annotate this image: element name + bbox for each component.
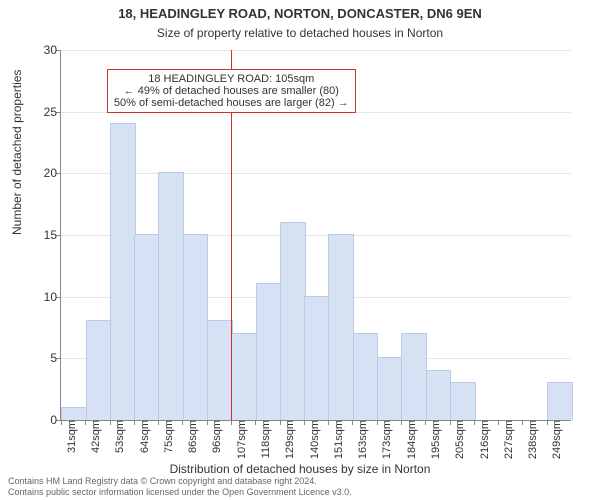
xtick-mark <box>352 420 353 425</box>
xtick-label: 64sqm <box>137 420 151 453</box>
xtick-label: 151sqm <box>331 420 345 459</box>
histogram-plot: 05101520253031sqm42sqm53sqm64sqm75sqm86s… <box>60 50 571 421</box>
xtick-label: 173sqm <box>379 420 393 459</box>
xtick-mark <box>522 420 523 425</box>
xtick-mark <box>85 420 86 425</box>
xtick-label: 238sqm <box>525 420 539 459</box>
histogram-bar <box>450 382 476 420</box>
histogram-bar <box>280 222 306 420</box>
histogram-bar <box>134 234 160 420</box>
ytick-label: 5 <box>50 351 61 365</box>
xtick-label: 205sqm <box>452 420 466 459</box>
xtick-label: 118sqm <box>258 420 272 458</box>
xtick-label: 129sqm <box>282 420 296 459</box>
histogram-bar <box>401 333 427 420</box>
xtick-label: 86sqm <box>185 420 199 453</box>
xtick-label: 227sqm <box>501 420 515 459</box>
histogram-bar <box>110 123 136 420</box>
xtick-mark <box>547 420 548 425</box>
ytick-label: 15 <box>44 228 61 242</box>
xtick-label: 249sqm <box>549 420 563 459</box>
xtick-mark <box>255 420 256 425</box>
histogram-bar <box>158 172 184 420</box>
histogram-bar <box>256 283 282 420</box>
xtick-label: 31sqm <box>64 420 78 453</box>
histogram-bar <box>304 296 330 420</box>
footer-line: Contains HM Land Registry data © Crown c… <box>8 476 352 487</box>
ytick-label: 30 <box>44 43 61 57</box>
footer-line: Contains public sector information licen… <box>8 487 352 498</box>
histogram-bar <box>183 234 209 420</box>
xtick-mark <box>158 420 159 425</box>
xtick-mark <box>231 420 232 425</box>
histogram-bar <box>231 333 257 420</box>
xtick-mark <box>474 420 475 425</box>
xtick-label: 195sqm <box>428 420 442 459</box>
page-title: 18, HEADINGLEY ROAD, NORTON, DONCASTER, … <box>0 6 600 21</box>
xtick-label: 107sqm <box>234 420 248 459</box>
ytick-label: 0 <box>50 413 61 427</box>
histogram-bar <box>328 234 354 420</box>
gridline-h <box>61 173 571 174</box>
xtick-mark <box>280 420 281 425</box>
histogram-bar <box>377 357 403 420</box>
xtick-label: 53sqm <box>112 420 126 453</box>
xtick-mark <box>304 420 305 425</box>
histogram-bar <box>547 382 573 420</box>
xtick-mark <box>450 420 451 425</box>
histogram-bar <box>86 320 112 420</box>
y-axis-label: Number of detached properties <box>10 70 24 235</box>
xtick-mark <box>425 420 426 425</box>
xtick-mark <box>110 420 111 425</box>
x-axis-label: Distribution of detached houses by size … <box>0 462 600 476</box>
histogram-bar <box>353 333 379 420</box>
xtick-label: 140sqm <box>307 420 321 459</box>
xtick-label: 96sqm <box>209 420 223 453</box>
footer-attribution: Contains HM Land Registry data © Crown c… <box>8 476 352 498</box>
xtick-mark <box>498 420 499 425</box>
annotation-box: 18 HEADINGLEY ROAD: 105sqm← 49% of detac… <box>107 69 356 113</box>
histogram-bar <box>207 320 233 420</box>
xtick-mark <box>328 420 329 425</box>
xtick-label: 184sqm <box>404 420 418 459</box>
histogram-bar <box>426 370 452 420</box>
xtick-mark <box>182 420 183 425</box>
xtick-label: 42sqm <box>88 420 102 453</box>
gridline-h <box>61 50 571 51</box>
histogram-bar <box>61 407 87 420</box>
xtick-mark <box>134 420 135 425</box>
xtick-mark <box>207 420 208 425</box>
page-subtitle: Size of property relative to detached ho… <box>0 26 600 40</box>
xtick-mark <box>377 420 378 425</box>
xtick-label: 216sqm <box>477 420 491 459</box>
annotation-line: 50% of semi-detached houses are larger (… <box>114 97 349 109</box>
xtick-label: 75sqm <box>161 420 175 453</box>
xtick-mark <box>401 420 402 425</box>
ytick-label: 20 <box>44 166 61 180</box>
xtick-mark <box>61 420 62 425</box>
ytick-label: 10 <box>44 290 61 304</box>
xtick-label: 163sqm <box>355 420 369 459</box>
ytick-label: 25 <box>44 105 61 119</box>
annotation-line: ← 49% of detached houses are smaller (80… <box>114 85 349 97</box>
annotation-line: 18 HEADINGLEY ROAD: 105sqm <box>114 73 349 85</box>
